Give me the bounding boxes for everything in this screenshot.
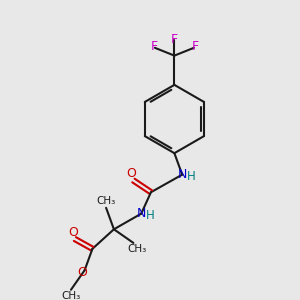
Text: O: O <box>78 266 88 279</box>
Text: N: N <box>136 207 146 220</box>
Text: F: F <box>171 32 178 46</box>
Text: CH₃: CH₃ <box>128 244 147 254</box>
Text: CH₃: CH₃ <box>97 196 116 206</box>
Text: H: H <box>187 170 195 183</box>
Text: O: O <box>68 226 78 239</box>
Text: F: F <box>191 40 198 53</box>
Text: F: F <box>150 40 158 53</box>
Text: N: N <box>178 168 187 181</box>
Text: CH₃: CH₃ <box>61 291 81 300</box>
Text: H: H <box>146 209 154 222</box>
Text: O: O <box>127 167 136 180</box>
